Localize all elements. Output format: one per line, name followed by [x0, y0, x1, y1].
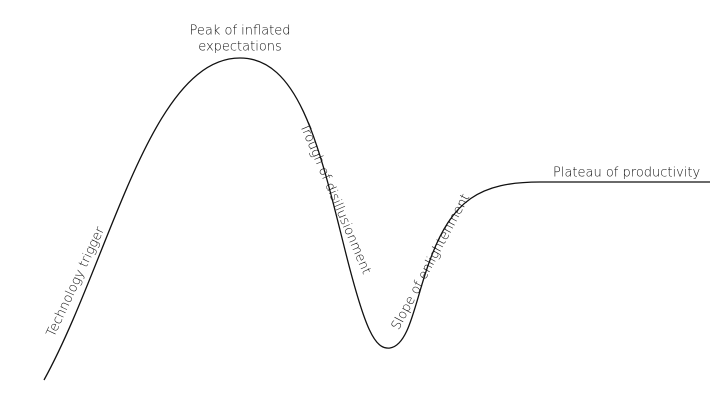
stage-label: expectations — [198, 40, 282, 55]
stage-label: Slope of enlightenment — [389, 192, 473, 333]
hype-curve — [43, 57, 710, 381]
stage-label: Peak of inflated — [189, 24, 290, 39]
stage-label: Technology trigger — [44, 224, 108, 339]
stage-label: Trough of disillusionment — [296, 121, 373, 276]
stage-label: Plateau of productivity — [553, 166, 700, 181]
